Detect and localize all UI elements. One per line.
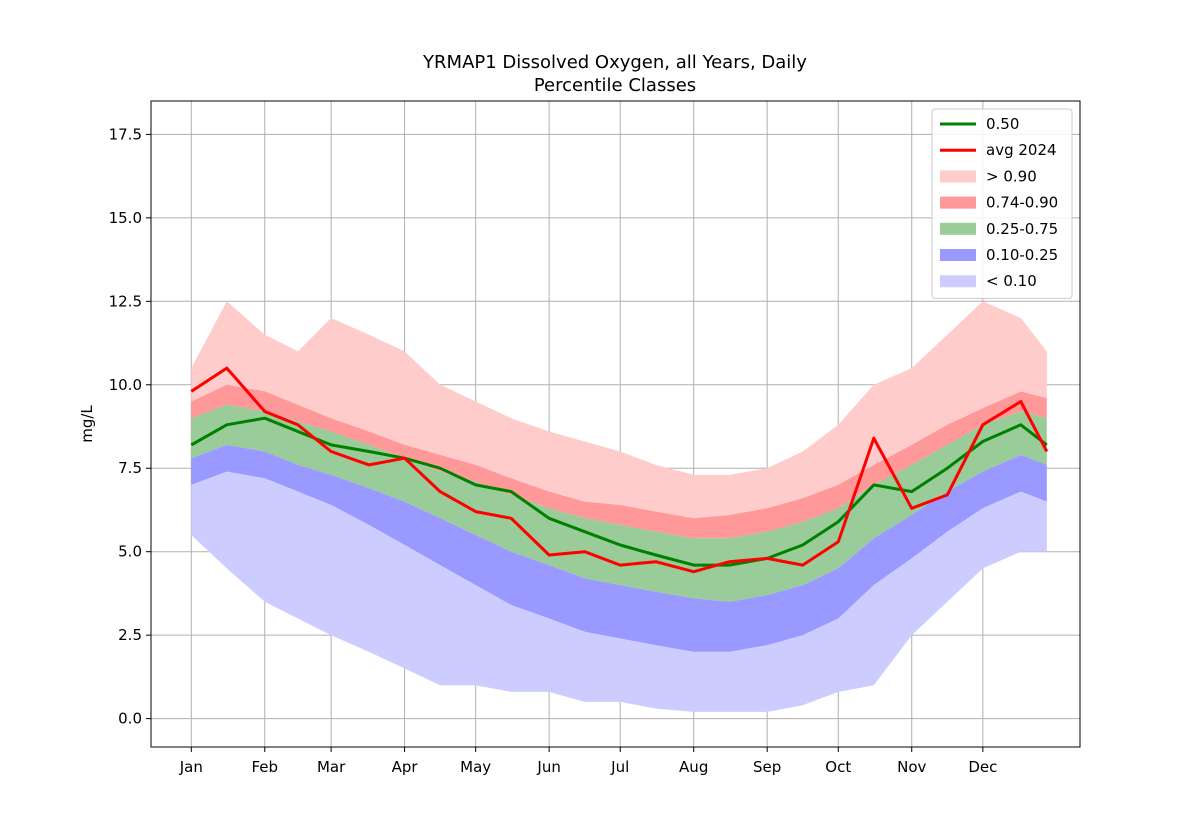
x-tick-label: Jan bbox=[179, 758, 203, 776]
y-tick-label: 10.0 bbox=[109, 376, 142, 394]
legend-patch-swatch bbox=[940, 222, 976, 235]
legend-patch-swatch bbox=[940, 170, 976, 183]
chart-title-line1: YRMAP1 Dissolved Oxygen, all Years, Dail… bbox=[422, 52, 807, 73]
y-tick-label: 5.0 bbox=[118, 543, 142, 561]
x-tick-label: Oct bbox=[825, 758, 851, 776]
y-tick-label: 0.0 bbox=[118, 710, 142, 728]
legend-label: 0.25-0.75 bbox=[986, 220, 1058, 238]
y-axis-label: mg/L bbox=[78, 405, 96, 443]
legend: 0.50 avg 2024 > 0.90 0.74-0.90 0.25-0.75 0.10… bbox=[931, 108, 1073, 299]
band-074-090 bbox=[191, 384, 1047, 539]
legend-label: 0.74-0.90 bbox=[986, 194, 1058, 212]
x-tick-label: Aug bbox=[679, 758, 708, 776]
x-tick-label: Sep bbox=[753, 758, 781, 776]
x-tick-label: Feb bbox=[251, 758, 278, 776]
legend-label: > 0.90 bbox=[986, 167, 1037, 185]
plot-area bbox=[151, 101, 1080, 747]
x-tick-label: Mar bbox=[317, 758, 346, 776]
legend-label: 0.50 bbox=[986, 115, 1019, 133]
band-above-090 bbox=[191, 301, 1047, 519]
x-tick-label: May bbox=[460, 758, 491, 776]
x-tick-label: Dec bbox=[968, 758, 997, 776]
legend-label: avg 2024 bbox=[986, 141, 1057, 159]
band-below-010 bbox=[191, 471, 1047, 712]
band-025-075 bbox=[191, 404, 1047, 602]
y-axis: 0.0 2.5 5.0 7.5 10.0 12.5 15.0 17.5 bbox=[109, 125, 151, 728]
band-010-025 bbox=[191, 444, 1047, 652]
median-line bbox=[190, 416, 1048, 567]
y-tick-label: 7.5 bbox=[118, 459, 142, 477]
x-tick-label: Apr bbox=[392, 758, 419, 776]
x-tick-label: Nov bbox=[897, 758, 926, 776]
y-tick-label: 15.0 bbox=[109, 209, 142, 227]
y-tick-label: 17.5 bbox=[109, 125, 142, 143]
plot-frame bbox=[150, 100, 1081, 748]
legend-label: < 0.10 bbox=[986, 272, 1037, 290]
legend-patch-swatch bbox=[940, 249, 976, 261]
avg-2024-line bbox=[190, 366, 1049, 574]
chart-title-line2: Percentile Classes bbox=[534, 75, 696, 96]
legend-patch-swatch bbox=[940, 275, 976, 288]
legend-patch-swatch bbox=[940, 196, 976, 209]
y-tick-label: 2.5 bbox=[118, 626, 142, 644]
x-axis: Jan Feb Mar Apr May Jun Jul Aug Sep Oct Nov Dec bbox=[179, 747, 997, 776]
y-tick-label: 12.5 bbox=[109, 292, 142, 310]
x-tick-label: Jul bbox=[610, 758, 629, 776]
x-tick-label: Jun bbox=[536, 758, 560, 776]
legend-label: 0.10-0.25 bbox=[986, 246, 1058, 264]
